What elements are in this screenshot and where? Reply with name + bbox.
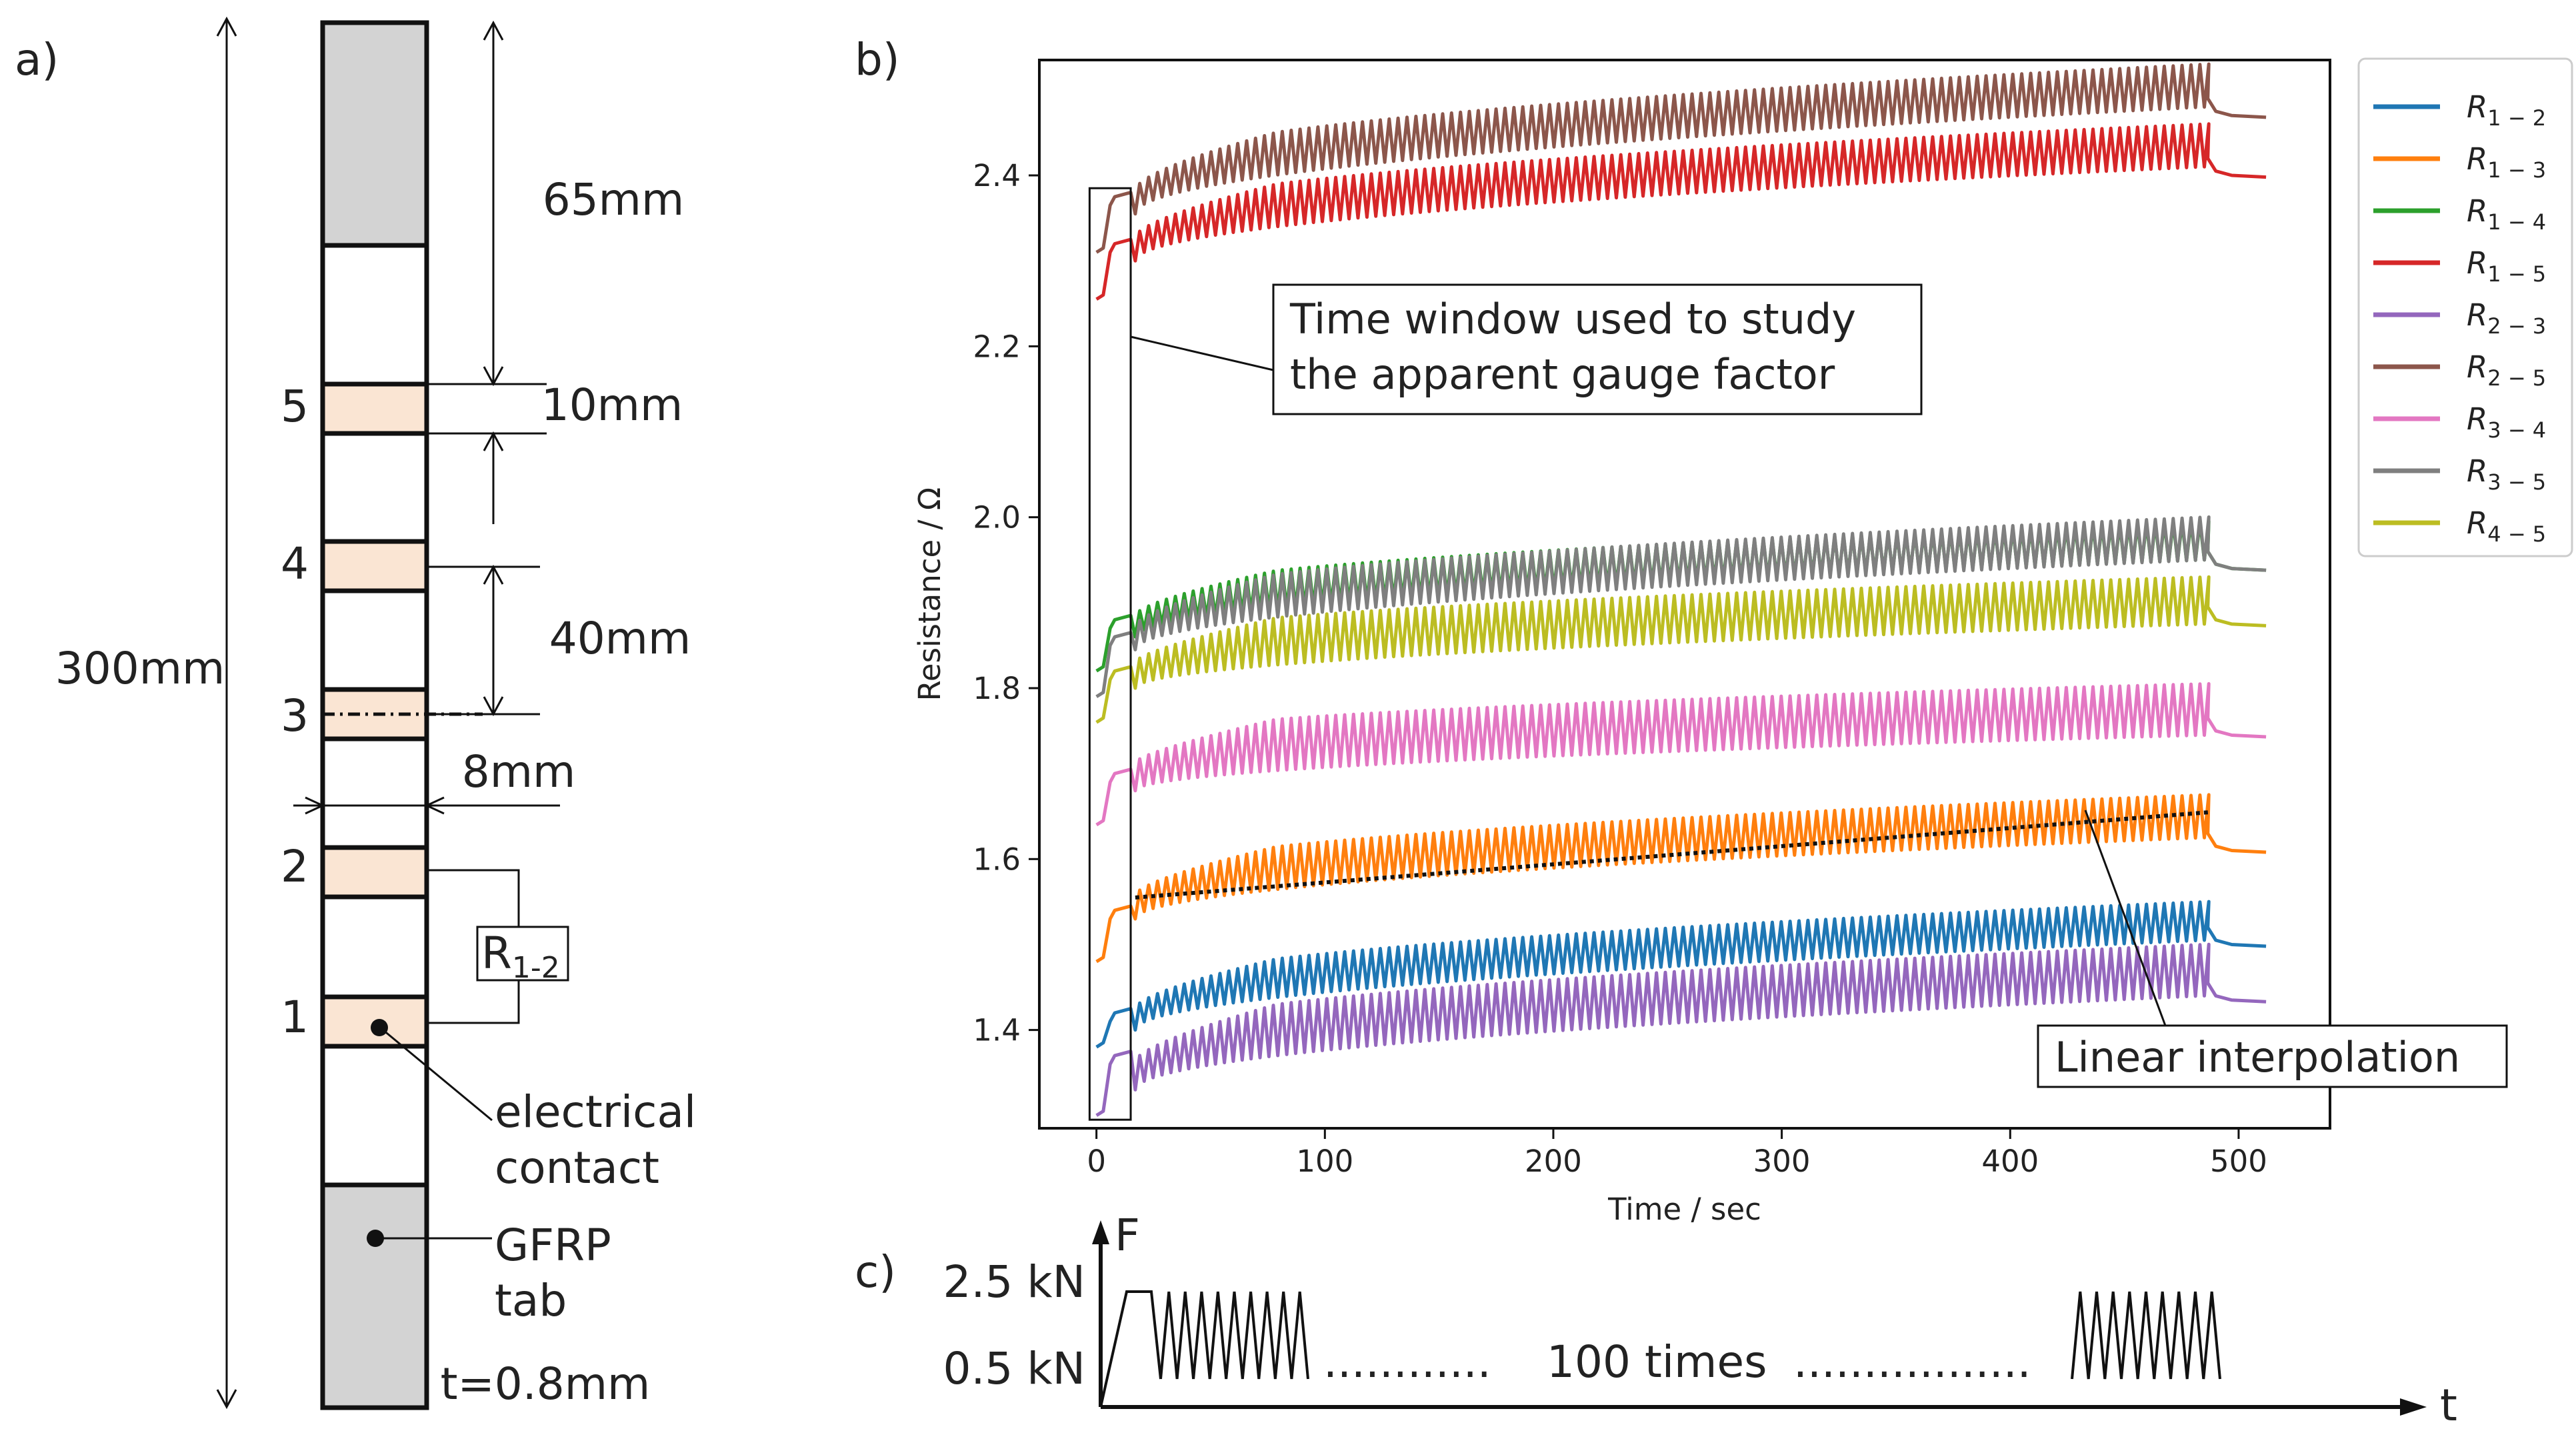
legend-label-1: R1 − 3 <box>2467 141 2546 183</box>
panel-c-load-profile: c) F t 2.5 kN 0.5 kN ............ 100 ti… <box>855 1210 2457 1431</box>
y-tick-label: 2.0 <box>973 500 1021 535</box>
tab-label-2: tab <box>495 1275 567 1326</box>
tick-labels: 0 100 200 300 400 500 1.4 1.6 1.8 2.0 2.2 2.4 <box>973 158 2267 1179</box>
series-line-1 <box>1095 793 2267 964</box>
contact-number-4: 4 <box>281 538 309 589</box>
time-axis-label: t <box>2440 1380 2457 1431</box>
interpolation-annotation-box <box>2037 1024 2508 1088</box>
series-line-3 <box>1095 122 2267 301</box>
panel-b-resistance-chart: b) 0 100 200 300 400 500 1.4 1.6 1.8 2.0 2.2 2.4 Ti… <box>855 34 2573 1227</box>
resistor-label: R1-2 <box>481 928 560 985</box>
x-tick-label: 500 <box>2210 1144 2267 1179</box>
tab-label-1: GFRP <box>495 1220 611 1271</box>
legend-label-0: R1 − 2 <box>2467 89 2546 131</box>
legend-label-7: R3 − 5 <box>2467 453 2546 495</box>
contact-2 <box>323 848 427 897</box>
panel-c-label: c) <box>855 1246 896 1298</box>
series-line-4 <box>1095 942 2267 1117</box>
x-tick-label: 100 <box>1296 1144 1353 1179</box>
electrical-contact-dot <box>371 1019 388 1036</box>
series-line-8 <box>1095 575 2267 724</box>
y-axis-label: Resistance / Ω <box>912 487 947 701</box>
time-window-annotation-box <box>1272 283 1923 415</box>
time-window-leader <box>1130 335 1274 371</box>
contact-number-3: 3 <box>281 690 309 742</box>
linear-interpolation-line <box>1135 810 2212 900</box>
plot-frame <box>1038 59 2331 1130</box>
y-tick-label: 1.8 <box>973 671 1021 706</box>
panel-a-specimen-sketch: a) 5 4 3 2 1 <box>15 16 696 1410</box>
contact-5 <box>323 384 427 433</box>
tab-length-label: 65mm <box>543 174 685 225</box>
load-low-label: 0.5 kN <box>943 1343 1085 1394</box>
load-high-label: 2.5 kN <box>943 1256 1085 1308</box>
time-window-annotation-line2: the apparent gauge factor <box>1290 350 1835 399</box>
legend-label-5: R2 − 5 <box>2467 349 2546 391</box>
electrical-contact-label-1: electrical <box>495 1086 696 1138</box>
series-line-0 <box>1095 900 2267 1049</box>
tab-dot <box>367 1230 384 1247</box>
top-tab <box>323 23 427 245</box>
load-axes <box>1099 1239 2400 1409</box>
dots-right: ................. <box>1793 1336 2031 1388</box>
initial-ramp-and-hold <box>1099 1290 1162 1408</box>
legend-box <box>2357 57 2573 557</box>
legend: R1 − 2 R1 − 3 R1 − 4 R1 − 5 R2 − 3 R2 − 5 R3 −… <box>2373 89 2546 547</box>
contact-number-1: 1 <box>281 992 309 1043</box>
width-label: 8mm <box>462 746 576 798</box>
x-axis-label: Time / sec <box>1607 1192 1761 1227</box>
legend-label-2: R1 − 4 <box>2467 193 2546 235</box>
legend-label-4: R2 − 3 <box>2467 297 2546 339</box>
series-line-7 <box>1095 515 2267 698</box>
time-window-box <box>1088 187 1132 1121</box>
y-tick-label: 2.2 <box>973 329 1021 364</box>
spacing-label: 40mm <box>549 613 691 664</box>
contact-number-5: 5 <box>281 381 309 432</box>
panel-b-label: b) <box>855 34 900 85</box>
x-tick-label: 200 <box>1525 1144 1582 1179</box>
y-tick-label: 2.4 <box>973 158 1021 193</box>
force-axis-label: F <box>1115 1210 1140 1261</box>
legend-label-6: R3 − 4 <box>2467 401 2546 443</box>
resistor-label-box <box>476 926 569 982</box>
y-tick-label: 1.6 <box>973 842 1021 877</box>
time-axis-arrow <box>2400 1398 2427 1416</box>
contact-number-2: 2 <box>281 841 309 892</box>
panel-a-label: a) <box>15 34 59 85</box>
legend-label-8: R4 − 5 <box>2467 505 2546 547</box>
force-axis-arrow <box>1092 1220 1109 1244</box>
time-window-annotation-line1: Time window used to study <box>1289 295 1856 343</box>
series-line-6 <box>1095 681 2267 827</box>
total-length-label: 300mm <box>55 643 225 694</box>
last-cycle-block <box>2071 1291 2221 1380</box>
first-cycle-block <box>1159 1291 1309 1380</box>
dots-left: ............ <box>1323 1336 1491 1388</box>
x-tick-label: 0 <box>1087 1144 1106 1179</box>
contact-4 <box>323 541 427 591</box>
electrical-contact-label-2: contact <box>495 1142 659 1194</box>
interpolation-leader <box>2084 810 2167 1026</box>
repeat-text: 100 times <box>1547 1336 1767 1388</box>
bottom-tab <box>323 1185 427 1408</box>
interpolation-annotation: Linear interpolation <box>2055 1033 2460 1082</box>
legend-label-3: R1 − 5 <box>2467 245 2546 287</box>
series-layer <box>1095 62 2267 1117</box>
series-line-5 <box>1095 62 2267 254</box>
thickness-label: t=0.8mm <box>441 1358 651 1410</box>
x-tick-label: 400 <box>1981 1144 2039 1179</box>
contact-width-label: 10mm <box>541 379 683 431</box>
y-tick-label: 1.4 <box>973 1013 1021 1048</box>
x-tick-label: 300 <box>1753 1144 1811 1179</box>
axis-ticks <box>1029 174 2240 1139</box>
